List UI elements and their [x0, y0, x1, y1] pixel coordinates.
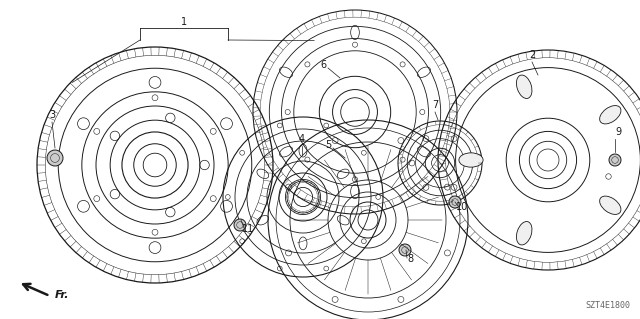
Circle shape: [47, 150, 63, 166]
Ellipse shape: [516, 221, 532, 245]
Text: 2: 2: [529, 50, 535, 60]
Ellipse shape: [600, 106, 621, 124]
Text: 7: 7: [432, 100, 438, 110]
Text: Fr.: Fr.: [55, 290, 70, 300]
Text: 1: 1: [181, 17, 187, 27]
Text: 6: 6: [320, 60, 326, 70]
Circle shape: [609, 154, 621, 166]
Ellipse shape: [600, 196, 621, 214]
Text: 4: 4: [299, 134, 305, 144]
Circle shape: [399, 244, 411, 256]
Text: 5: 5: [325, 140, 331, 150]
Text: 9: 9: [615, 127, 621, 137]
Text: SZT4E1800: SZT4E1800: [585, 301, 630, 310]
Text: 10: 10: [456, 202, 468, 212]
Text: 11: 11: [242, 224, 254, 234]
Ellipse shape: [516, 75, 532, 99]
Circle shape: [234, 219, 246, 231]
Ellipse shape: [459, 153, 483, 167]
Text: 8: 8: [407, 254, 413, 264]
Circle shape: [449, 196, 461, 208]
Text: 3: 3: [49, 110, 55, 120]
